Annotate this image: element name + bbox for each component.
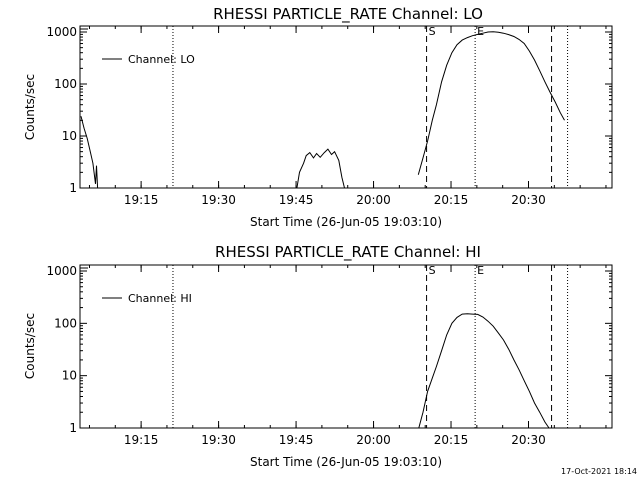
panel-hi-ylabel: Counts/sec [23, 313, 37, 379]
panel-lo-x-tick-label: 20:30 [511, 193, 546, 207]
panel-hi-x-tick-label: 20:00 [356, 433, 391, 447]
panel-hi-x-tick-label: 20:15 [434, 433, 469, 447]
panel-lo-y-tick-label: 10 [62, 129, 77, 143]
panel-lo-y-tick-label: 100 [54, 77, 77, 91]
panel-lo-plot-frame [79, 25, 613, 189]
panel-lo-x-tick-label: 20:15 [434, 193, 469, 207]
panel-lo-ylabel: Counts/sec [23, 74, 37, 140]
panel-hi-xlabel: Start Time (26-Jun-05 19:03:10) [250, 455, 442, 469]
panel-lo-x-tick-label: 19:30 [201, 193, 236, 207]
panel-hi-title: RHESSI PARTICLE_RATE Channel: HI [215, 243, 481, 262]
panel-lo-marker-label: E [477, 25, 484, 38]
panel-lo-legend-label: Channel: LO [128, 53, 195, 66]
panel-hi-y-tick-label: 1000 [46, 264, 77, 278]
panel-lo-series-segment-2 [417, 31, 565, 175]
panel-lo-xlabel: Start Time (26-Jun-05 19:03:10) [250, 215, 442, 229]
panel-hi-y-tick-label: 1 [69, 421, 77, 435]
panel-lo-y-tick-label: 1 [69, 181, 77, 195]
panel-lo-x-tick-label: 19:15 [124, 193, 159, 207]
panel-lo-marker-label: S [429, 25, 436, 38]
panel-hi-legend-label: Channel: HI [128, 292, 192, 305]
panel-lo-title: RHESSI PARTICLE_RATE Channel: LO [213, 5, 483, 24]
panel-lo: RHESSI PARTICLE_RATE Channel: LO Counts/… [23, 5, 613, 229]
panel-lo-series-segment-1 [296, 148, 345, 189]
panel-hi-plot-frame [79, 264, 613, 429]
panel-lo-x-tick-label: 20:00 [356, 193, 391, 207]
panel-hi-x-tick-label: 19:30 [201, 433, 236, 447]
panel-hi-series-segment-0 [418, 313, 550, 429]
panel-hi-y-tick-label: 100 [54, 316, 77, 330]
panel-lo-y-tick-label: 1000 [46, 25, 77, 39]
panel-hi-y-tick-label: 10 [62, 369, 77, 383]
panel-lo-x-tick-label: 19:45 [279, 193, 314, 207]
panel-hi-x-tick-label: 19:15 [124, 433, 159, 447]
panel-lo-series-segment-0 [80, 116, 99, 189]
panel-hi-x-tick-label: 20:30 [511, 433, 546, 447]
panel-hi: RHESSI PARTICLE_RATE Channel: HI Counts/… [23, 243, 613, 469]
panel-hi-x-tick-label: 19:45 [279, 433, 314, 447]
panel-hi-marker-label: S [429, 264, 436, 277]
panel-hi-marker-label: E [477, 264, 484, 277]
timestamp: 17-Oct-2021 18:14 [561, 467, 637, 476]
